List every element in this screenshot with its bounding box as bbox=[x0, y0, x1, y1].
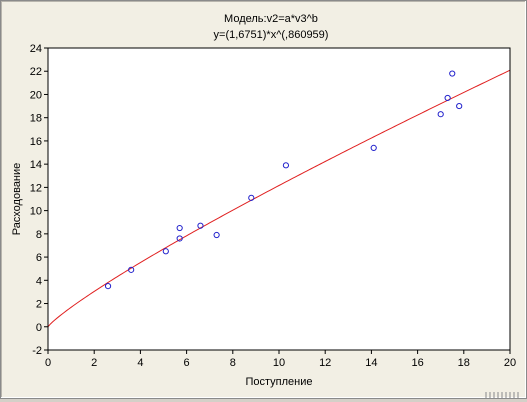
y-tick-label: 18 bbox=[30, 113, 42, 125]
y-tick-label: 0 bbox=[36, 322, 42, 334]
data-point bbox=[449, 70, 456, 77]
data-point bbox=[444, 94, 451, 102]
y-tick-label: 22 bbox=[30, 66, 42, 78]
x-tick-label: 20 bbox=[504, 357, 516, 369]
x-axis-label: Поступление bbox=[245, 376, 312, 388]
data-point bbox=[176, 235, 183, 242]
x-tick-label: 2 bbox=[91, 357, 97, 369]
data-point bbox=[248, 194, 255, 201]
x-tick-label: 18 bbox=[458, 357, 470, 369]
x-tick-label: 16 bbox=[411, 357, 423, 369]
x-tick-label: 14 bbox=[365, 357, 377, 369]
y-axis-label: Расходование bbox=[11, 163, 23, 236]
x-tick-label: 4 bbox=[137, 357, 143, 369]
y-tick-label: 6 bbox=[36, 252, 42, 264]
y-tick-label: 2 bbox=[36, 299, 42, 311]
data-point bbox=[104, 283, 112, 290]
fit-curve bbox=[47, 69, 511, 328]
data-point bbox=[213, 231, 220, 239]
y-tick-label: -2 bbox=[32, 345, 42, 357]
x-axis-ticks: 0 2 4 6 8 10 12 14 16 18 20 bbox=[45, 350, 516, 369]
data-point bbox=[282, 162, 290, 169]
data-point bbox=[162, 248, 169, 255]
y-tick-label: 20 bbox=[30, 89, 42, 101]
y-tick-label: 16 bbox=[30, 136, 42, 148]
data-point bbox=[128, 266, 135, 273]
y-tick-label: 10 bbox=[30, 206, 42, 218]
y-tick-label: 4 bbox=[36, 275, 42, 287]
data-point bbox=[197, 222, 204, 229]
y-tick-label: 14 bbox=[30, 159, 42, 171]
data-points-group bbox=[104, 70, 463, 290]
plot-area bbox=[48, 48, 510, 350]
x-tick-label: 12 bbox=[319, 357, 331, 369]
resize-grip[interactable] bbox=[485, 392, 521, 398]
data-point bbox=[370, 144, 377, 151]
x-tick-label: 10 bbox=[273, 357, 285, 369]
chart-subtitle: y=(1,6751)*x^(,860959) bbox=[214, 29, 329, 41]
y-tick-label: 24 bbox=[30, 43, 42, 55]
x-tick-label: 8 bbox=[230, 357, 236, 369]
fit-curve-group bbox=[47, 69, 511, 328]
x-tick-label: 0 bbox=[45, 357, 51, 369]
x-tick-label: 6 bbox=[184, 357, 190, 369]
data-point bbox=[437, 111, 444, 118]
data-point bbox=[176, 224, 183, 232]
chart-title: Модель:v2=a*v3^b bbox=[224, 13, 318, 25]
y-tick-label: 12 bbox=[30, 182, 42, 194]
y-tick-label: 8 bbox=[36, 229, 42, 241]
data-point bbox=[456, 102, 463, 110]
